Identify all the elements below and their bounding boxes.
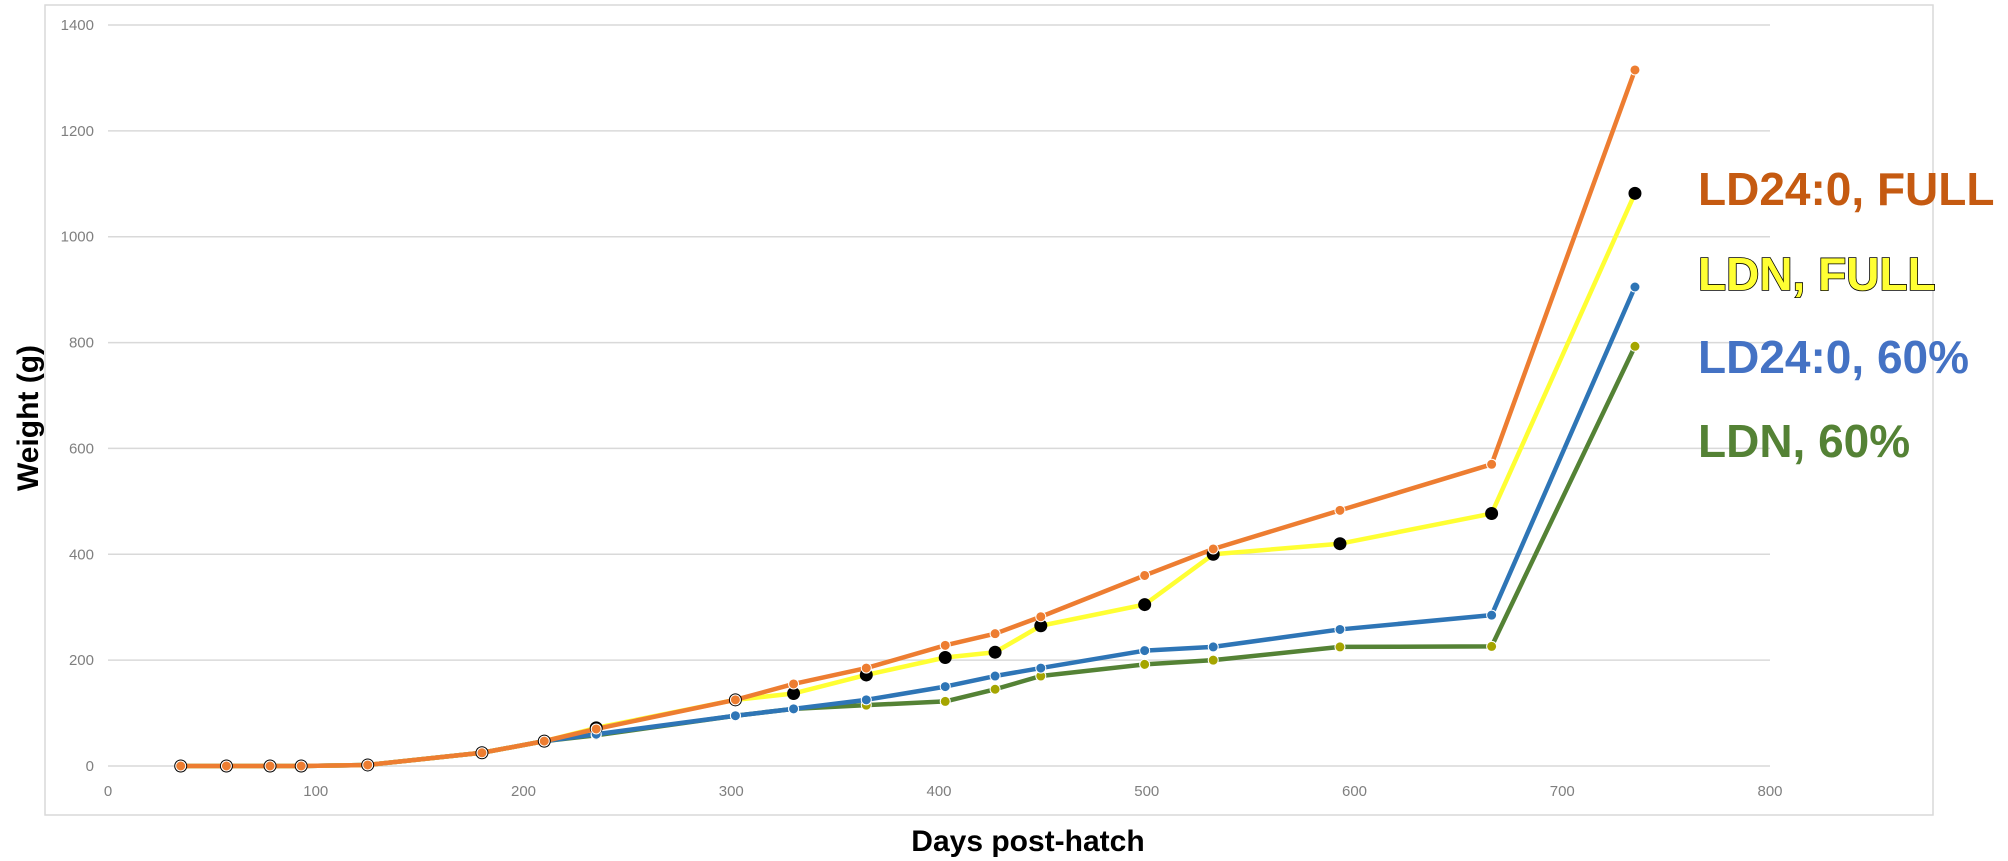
data-point	[729, 694, 741, 706]
x-tick-label: 600	[1342, 783, 1367, 800]
legend-entry: LDN, 60%	[1698, 415, 1910, 467]
data-point	[1486, 458, 1498, 470]
legend-entry: LDN, FULL	[1698, 248, 1936, 300]
x-tick-label: 300	[719, 783, 744, 800]
gridlines	[108, 24, 1770, 767]
data-point	[939, 639, 951, 651]
data-point	[1486, 640, 1498, 652]
y-axis-title: Weight (g)	[12, 345, 45, 491]
data-point	[938, 650, 952, 664]
data-point	[590, 723, 602, 735]
data-point	[1139, 569, 1151, 581]
data-point	[264, 760, 276, 772]
data-point	[988, 645, 1002, 659]
data-point	[989, 670, 1001, 682]
data-point	[1139, 658, 1151, 670]
x-tick-label: 400	[926, 783, 951, 800]
data-point	[1035, 662, 1047, 674]
data-point	[1629, 340, 1641, 352]
data-point	[1035, 611, 1047, 623]
y-tick-label: 0	[86, 758, 94, 775]
data-point	[1207, 654, 1219, 666]
legend-entry: LD24:0, 60%	[1698, 331, 1969, 383]
data-point	[1334, 504, 1346, 516]
data-point	[1333, 537, 1347, 551]
data-point	[1485, 507, 1499, 521]
data-point	[1334, 641, 1346, 653]
data-point	[1207, 543, 1219, 555]
data-point	[860, 694, 872, 706]
series-markers	[174, 64, 1642, 773]
x-tick-label: 500	[1134, 783, 1159, 800]
data-point	[1334, 623, 1346, 635]
y-tick-labels: 0 200 400 600 800 1000 1200 1400	[61, 17, 94, 775]
data-point	[729, 710, 741, 722]
x-tick-label: 0	[104, 783, 112, 800]
data-point	[1139, 645, 1151, 657]
x-tick-label: 700	[1550, 783, 1575, 800]
y-tick-label: 1400	[61, 17, 94, 34]
data-point	[788, 703, 800, 715]
y-tick-label: 800	[69, 335, 94, 352]
data-point	[220, 760, 232, 772]
y-tick-label: 400	[69, 546, 94, 563]
y-tick-label: 1000	[61, 229, 94, 246]
x-tick-label: 800	[1757, 783, 1782, 800]
y-tick-label: 200	[69, 652, 94, 669]
data-point	[1629, 64, 1641, 76]
data-point	[1628, 186, 1642, 200]
data-point	[1207, 641, 1219, 653]
data-point	[1486, 609, 1498, 621]
data-point	[538, 735, 550, 747]
data-point	[939, 681, 951, 693]
data-point	[476, 747, 488, 759]
data-point	[989, 683, 1001, 695]
y-tick-label: 1200	[61, 123, 94, 140]
data-point	[989, 628, 1001, 640]
data-point	[1629, 281, 1641, 293]
data-point	[939, 695, 951, 707]
legend: LD24:0, FULL LDN, FULL LD24:0, 60% LDN, 60%	[1697, 163, 1994, 467]
data-point	[295, 760, 307, 772]
data-point	[788, 678, 800, 690]
data-point	[1138, 598, 1152, 612]
chart-area-border	[44, 4, 1934, 816]
x-tick-label: 100	[303, 783, 328, 800]
y-tick-label: 600	[69, 440, 94, 457]
data-point	[175, 760, 187, 772]
x-tick-labels: 0 100 200 300 400 500 600 700 800	[104, 783, 1783, 800]
data-point	[787, 686, 801, 700]
x-axis-title: Days post-hatch	[911, 825, 1144, 858]
data-point	[860, 662, 872, 674]
data-point	[1034, 619, 1048, 633]
legend-entry: LD24:0, FULL	[1698, 163, 1994, 215]
data-point	[362, 759, 374, 771]
x-tick-label: 200	[511, 783, 536, 800]
